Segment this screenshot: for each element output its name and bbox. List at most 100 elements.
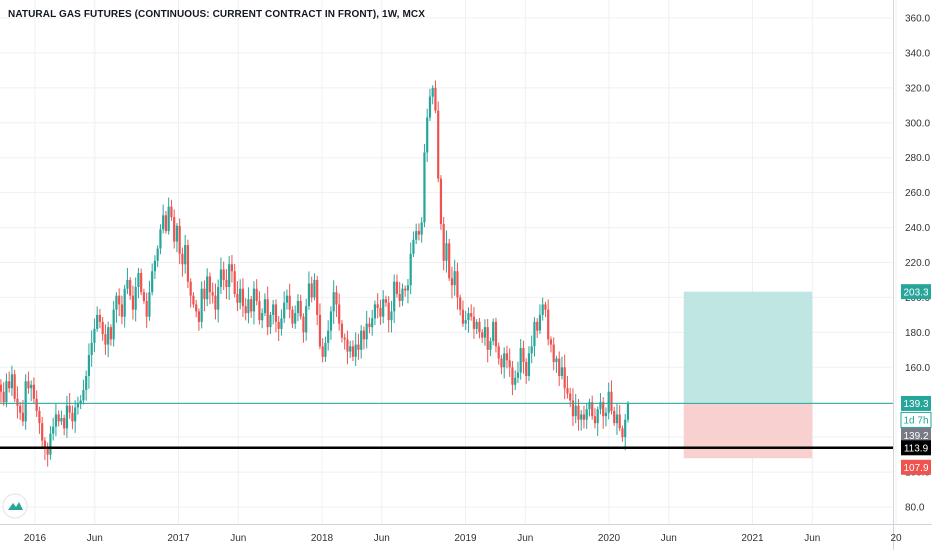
target-zone[interactable] bbox=[683, 291, 813, 404]
candle bbox=[219, 257, 223, 294]
candle-body bbox=[145, 300, 148, 317]
candle-body bbox=[71, 412, 74, 422]
candle-body bbox=[365, 323, 368, 340]
candle-body bbox=[239, 288, 242, 303]
candle-body bbox=[412, 239, 415, 254]
y-tick-label: 340.0 bbox=[905, 48, 930, 59]
candle bbox=[186, 239, 190, 289]
candle bbox=[486, 318, 489, 363]
candle-body bbox=[533, 321, 536, 347]
candle bbox=[379, 299, 382, 325]
candle-body bbox=[269, 314, 272, 328]
candle bbox=[200, 281, 203, 329]
candle-body bbox=[151, 271, 154, 293]
candle bbox=[101, 317, 104, 341]
candle bbox=[258, 291, 261, 325]
candle-body bbox=[241, 288, 245, 307]
x-tick-label: Jun bbox=[661, 533, 677, 544]
candle bbox=[96, 306, 99, 332]
candle bbox=[376, 293, 379, 319]
candle-body bbox=[186, 245, 190, 282]
candle-body bbox=[393, 281, 396, 312]
candle bbox=[395, 274, 399, 298]
candle bbox=[184, 234, 187, 274]
candle-body bbox=[566, 388, 569, 394]
x-tick-label: Jun bbox=[230, 533, 246, 544]
candle-body bbox=[90, 342, 93, 356]
candle bbox=[360, 325, 363, 359]
candle bbox=[296, 294, 300, 322]
candle-body bbox=[428, 96, 432, 118]
candle-body bbox=[354, 344, 357, 357]
support-price-tag: 113.9 bbox=[901, 440, 931, 456]
chart-title: NATURAL GAS FUTURES (CONTINUOUS: CURRENT… bbox=[8, 9, 425, 20]
candle bbox=[156, 245, 159, 268]
candle-body bbox=[384, 299, 388, 303]
candle bbox=[208, 272, 212, 305]
candle bbox=[544, 301, 547, 317]
candle-body bbox=[79, 400, 82, 404]
position-zones[interactable] bbox=[683, 291, 813, 459]
candle bbox=[24, 374, 27, 430]
candle bbox=[87, 343, 91, 389]
candle-body bbox=[140, 272, 143, 293]
candle-body bbox=[46, 447, 49, 455]
candle bbox=[151, 263, 154, 296]
grid bbox=[0, 0, 897, 524]
candle-body bbox=[415, 231, 418, 240]
candle-body bbox=[96, 314, 99, 329]
tradingview-logo[interactable] bbox=[2, 493, 28, 519]
candle-body bbox=[222, 269, 225, 280]
candle-body bbox=[32, 384, 36, 399]
countdown-tag-text: 1d 7h bbox=[903, 415, 928, 426]
candle bbox=[538, 304, 542, 334]
candle-body bbox=[261, 313, 264, 321]
candle-body bbox=[593, 416, 597, 424]
candle-body bbox=[123, 288, 126, 317]
candle-body bbox=[478, 321, 481, 333]
candle bbox=[57, 410, 60, 427]
candle-body bbox=[153, 260, 157, 272]
candle bbox=[41, 416, 44, 447]
candle bbox=[434, 80, 437, 114]
candle bbox=[98, 308, 102, 329]
x-tick-label: 2018 bbox=[311, 533, 334, 544]
candle-body bbox=[453, 271, 456, 286]
time-axis[interactable]: 2016 Jun 2017 Jun 2018 Jun 2019 Jun 2020 Jun 2021 J… bbox=[24, 533, 902, 544]
candle bbox=[483, 319, 487, 346]
candle bbox=[126, 267, 129, 295]
candle bbox=[329, 306, 333, 340]
candle bbox=[577, 399, 580, 431]
candle-body bbox=[459, 297, 462, 310]
candle-body bbox=[423, 152, 426, 223]
candle-body bbox=[379, 307, 382, 317]
candle-body bbox=[461, 309, 465, 324]
candle bbox=[211, 282, 214, 304]
candle bbox=[302, 313, 305, 343]
candle bbox=[368, 317, 371, 334]
candle bbox=[415, 223, 418, 245]
x-tick-label: Jun bbox=[804, 533, 820, 544]
candle bbox=[547, 299, 550, 346]
candle bbox=[134, 277, 137, 322]
candle-body bbox=[442, 224, 445, 261]
candle bbox=[503, 347, 506, 379]
candle bbox=[522, 340, 525, 374]
stop-zone[interactable] bbox=[683, 403, 813, 459]
candle bbox=[76, 396, 80, 415]
candle-body bbox=[522, 348, 525, 363]
x-tick-label: Jun bbox=[517, 533, 533, 544]
candle-body bbox=[338, 304, 341, 324]
candle-body bbox=[343, 337, 346, 340]
candle bbox=[236, 281, 239, 312]
candle bbox=[283, 291, 286, 323]
candle bbox=[294, 305, 297, 329]
candle-body bbox=[197, 311, 201, 322]
candle bbox=[566, 375, 569, 399]
candle-body bbox=[420, 222, 423, 235]
candle-body bbox=[109, 327, 113, 340]
candle bbox=[343, 333, 346, 350]
candle-body bbox=[178, 225, 181, 254]
candle bbox=[607, 382, 610, 420]
